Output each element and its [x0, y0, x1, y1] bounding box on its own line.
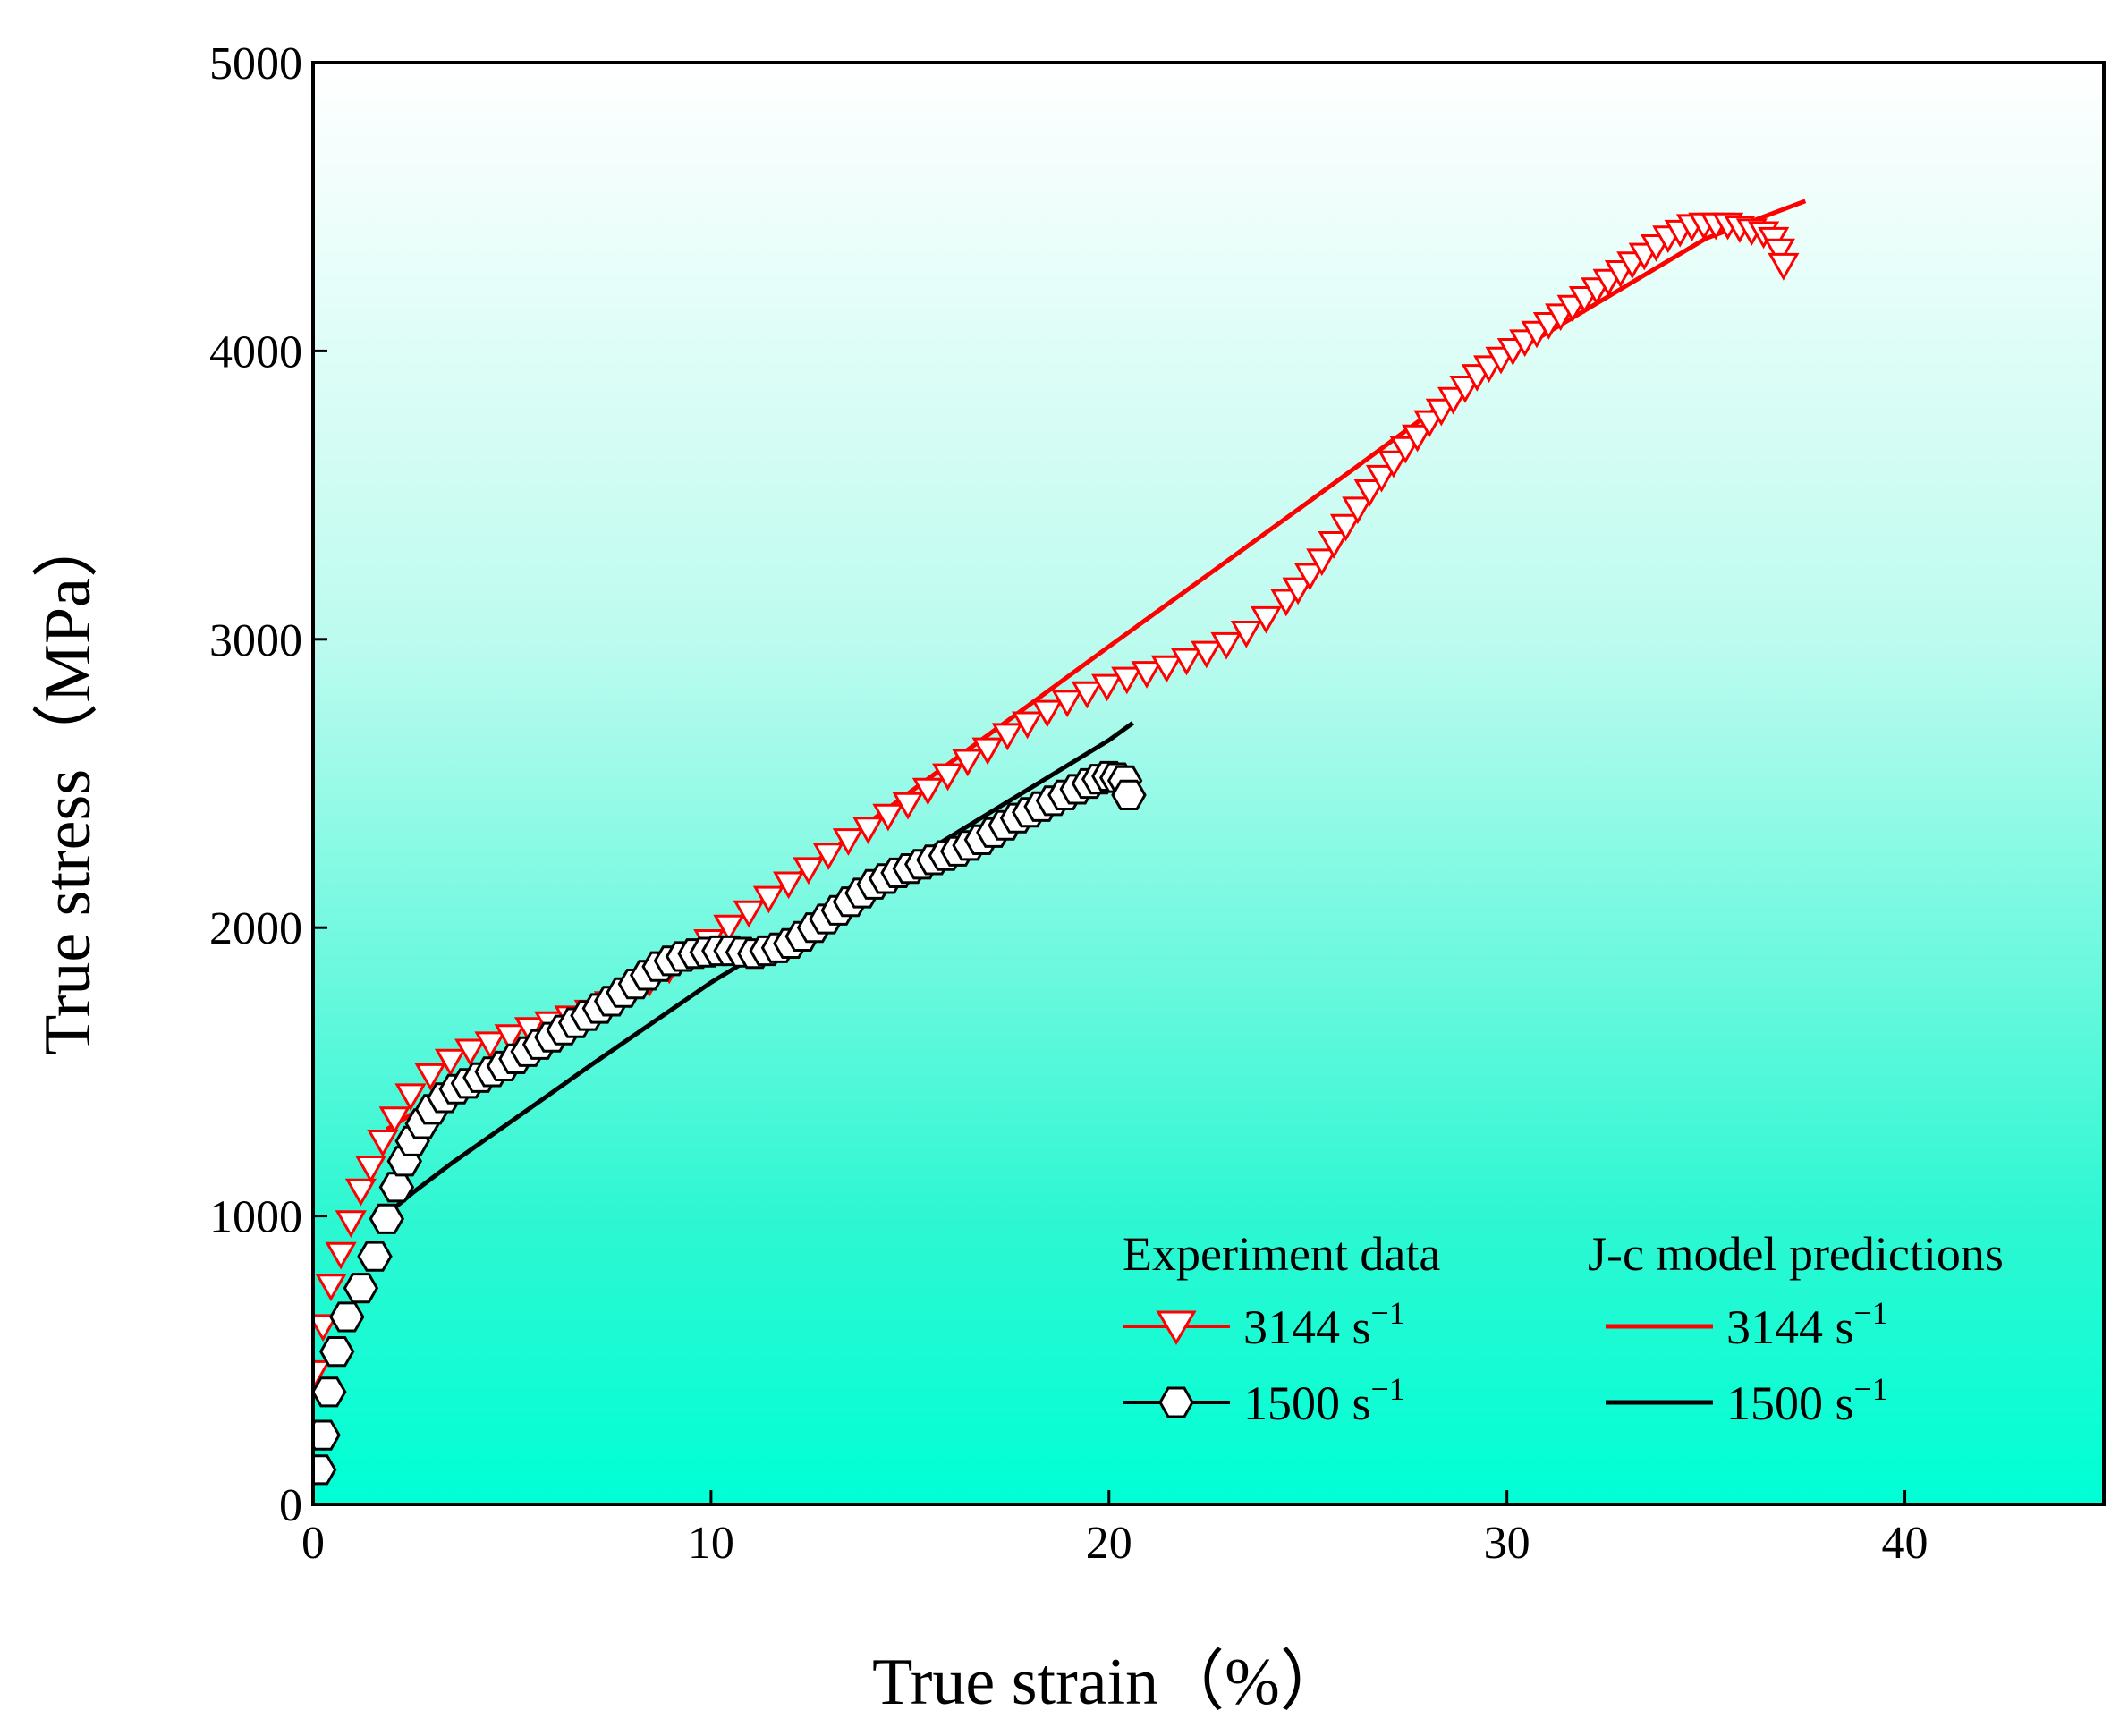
exp-3144-point — [1763, 238, 1795, 267]
legend-marker-hexagon-icon — [1158, 1386, 1194, 1418]
exp-3144-point — [1091, 673, 1123, 702]
exp-3144-point — [1150, 655, 1183, 683]
exp-3144-point — [313, 1314, 339, 1342]
exp-3144-point — [872, 803, 904, 832]
exp-3144-point — [812, 843, 844, 871]
exp-3144-point — [313, 1359, 331, 1388]
exp-3144-point — [1449, 376, 1481, 403]
legend-label-model-3144: 3144 s−1 — [1726, 1295, 1888, 1354]
exp-3144-point — [494, 1024, 526, 1053]
legend-title-experiment: Experiment data — [1123, 1227, 1440, 1281]
exp-3144-point — [971, 737, 1004, 766]
exp-1500-point — [357, 1241, 393, 1272]
exp-3144-point — [952, 749, 984, 777]
exp-3144-point — [911, 777, 944, 806]
exp-3144-point — [1402, 424, 1434, 453]
legend-label-exp-3144: 3144 s−1 — [1243, 1295, 1405, 1354]
exp-1500-point — [318, 1336, 355, 1368]
exp-1500-point — [378, 1172, 415, 1203]
exp-3144-point — [1329, 513, 1362, 542]
exp-3144-point — [773, 871, 805, 900]
x-axis-title: True strain（%） — [872, 1646, 1346, 1719]
exp-3144-point — [1131, 661, 1163, 689]
exp-3144-point — [414, 1063, 446, 1091]
exp-3144-point — [932, 763, 964, 792]
exp-3144-point — [1437, 386, 1470, 415]
exp-1500-point — [1111, 779, 1147, 810]
exp-3144-point — [1389, 436, 1421, 464]
exp-3144-point — [892, 792, 924, 820]
y-axis-title: True stress（MPa） — [31, 512, 105, 1055]
exp-3144-point — [325, 1241, 357, 1270]
legend: Experiment data J-c model predictions 31… — [1123, 1227, 2004, 1430]
x-tick-label: 0 — [301, 1518, 325, 1569]
exp-3144-point — [1342, 496, 1374, 525]
exp-3144-point — [1191, 640, 1223, 669]
exp-3144-point — [1250, 605, 1283, 634]
y-tick-label: 5000 — [209, 38, 302, 89]
exp-3144-point — [991, 723, 1023, 751]
exp-3144-point — [1318, 531, 1350, 559]
legend-title-model: J-c model predictions — [1588, 1227, 2004, 1281]
exp-3144-point — [852, 817, 885, 845]
plot-background — [313, 63, 2104, 1504]
exp-3144-point — [1071, 681, 1103, 709]
x-tick-label: 20 — [1086, 1518, 1132, 1569]
exp-3144-point — [1031, 699, 1064, 728]
legend-marker-triangle-down-icon — [1156, 1310, 1197, 1345]
exp-3144-point — [1353, 479, 1386, 507]
model-line-1500 — [383, 721, 1134, 1218]
x-tick-label: 30 — [1484, 1518, 1530, 1569]
exp-1500-point — [329, 1301, 365, 1333]
y-tick-label: 3000 — [209, 615, 302, 666]
exp-3144-point — [354, 1156, 387, 1183]
exp-3144-point — [474, 1031, 506, 1060]
exp-3144-point — [1768, 252, 1800, 281]
exp-3144-point — [344, 1178, 377, 1207]
exp-3144-point — [1051, 690, 1083, 718]
exp-3144-point — [1230, 621, 1262, 648]
y-tick-label: 2000 — [209, 903, 302, 954]
exp-3144-point — [454, 1038, 487, 1067]
exp-3144-point — [752, 885, 784, 914]
exp-1500-point — [313, 1376, 347, 1408]
legend-label-exp-1500: 1500 s−1 — [1243, 1371, 1405, 1430]
x-tick-label: 10 — [688, 1518, 734, 1569]
exp-3144-point — [434, 1048, 467, 1077]
series-layer — [313, 199, 1807, 1486]
exp-3144-point — [1306, 548, 1338, 577]
plot-frame — [311, 61, 2106, 1506]
x-tick-label: 40 — [1882, 1518, 1929, 1569]
exp-3144-point — [793, 857, 825, 885]
legend-label-model-1500: 1500 s−1 — [1726, 1371, 1888, 1430]
exp-3144-point — [1170, 648, 1203, 676]
exp-3144-point — [315, 1274, 347, 1302]
y-tick-label: 0 — [279, 1480, 302, 1531]
y-tick-label: 1000 — [209, 1192, 302, 1243]
exp-3144-point — [1413, 410, 1446, 438]
y-tick-label: 4000 — [209, 326, 302, 377]
exp-1500-point — [313, 1454, 337, 1486]
exp-3144-point — [733, 900, 765, 928]
exp-1500-point — [343, 1273, 379, 1304]
exp-1500-point — [313, 1419, 341, 1451]
exp-3144-point — [1282, 577, 1314, 605]
exp-3144-point — [1270, 589, 1302, 617]
exp-3144-point — [1293, 563, 1326, 591]
exp-3144-point — [1210, 631, 1242, 660]
exp-3144-point — [1365, 464, 1398, 493]
exp-3144-point — [1425, 398, 1457, 427]
exp-3144-point — [335, 1210, 367, 1239]
ticks-layer: 0 10 20 30 40 0 1000 2000 3000 4000 5000 — [209, 38, 1929, 1569]
exp-3144-point — [394, 1083, 427, 1112]
exp-3144-point — [1111, 666, 1143, 695]
exp-3144-point — [713, 914, 745, 943]
exp-3144-point — [1378, 450, 1410, 478]
exp-3144-point — [832, 828, 864, 856]
exp-3144-point — [378, 1106, 411, 1135]
exp-1500-point — [369, 1203, 405, 1234]
exp-3144-point — [1012, 711, 1044, 740]
exp-3144-point — [367, 1130, 399, 1157]
